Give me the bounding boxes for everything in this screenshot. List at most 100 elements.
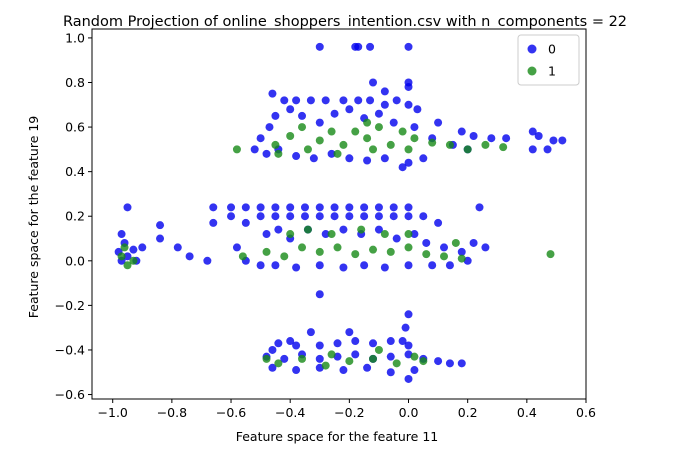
data-point — [434, 118, 443, 127]
data-point — [392, 96, 401, 105]
data-point — [392, 359, 401, 368]
x-tick-label: −0.8 — [157, 405, 187, 420]
data-point — [445, 140, 454, 149]
data-point — [292, 366, 301, 375]
data-point — [366, 42, 375, 51]
data-point — [546, 250, 555, 259]
data-point — [386, 247, 395, 256]
data-point — [363, 156, 372, 165]
data-point — [398, 337, 407, 346]
data-point — [271, 261, 280, 270]
data-point — [123, 252, 132, 261]
data-point — [380, 230, 389, 239]
data-point — [315, 136, 324, 145]
x-tick-label: −0.6 — [216, 405, 246, 420]
data-point — [392, 234, 401, 243]
data-point — [345, 203, 354, 212]
data-point — [351, 350, 360, 359]
data-point — [413, 105, 422, 114]
data-point — [404, 203, 413, 212]
data-point — [298, 243, 307, 252]
data-point — [227, 212, 236, 221]
data-point — [209, 218, 218, 227]
data-point — [268, 89, 277, 98]
data-point — [543, 145, 552, 154]
data-point — [457, 359, 466, 368]
data-point — [256, 134, 265, 143]
data-point — [401, 323, 410, 332]
data-point — [274, 339, 283, 348]
data-point — [330, 109, 339, 118]
data-point — [419, 357, 428, 366]
data-point — [475, 203, 484, 212]
data-point — [434, 218, 443, 227]
data-point — [386, 368, 395, 377]
data-point — [298, 354, 307, 363]
data-point — [351, 127, 360, 136]
data-point — [241, 218, 250, 227]
data-point — [469, 131, 478, 140]
data-point — [117, 230, 126, 239]
data-point — [419, 212, 428, 221]
y-tick-label: 0.6 — [65, 120, 85, 135]
data-point — [280, 354, 289, 363]
data-point — [380, 100, 389, 109]
data-point — [232, 145, 241, 154]
data-point — [445, 261, 454, 270]
data-point — [345, 328, 354, 337]
data-point — [303, 145, 312, 154]
data-point — [339, 263, 348, 272]
data-point — [262, 149, 271, 158]
data-point — [327, 230, 336, 239]
data-point — [481, 140, 490, 149]
data-point — [360, 212, 369, 221]
data-point — [292, 341, 301, 350]
data-point — [286, 212, 295, 221]
data-point — [315, 261, 324, 270]
data-point — [330, 203, 339, 212]
series-1 — [117, 118, 555, 370]
legend-label: 0 — [548, 42, 556, 57]
data-point — [549, 136, 558, 145]
data-point — [360, 261, 369, 270]
data-point — [366, 96, 375, 105]
data-point — [534, 131, 543, 140]
data-point — [123, 203, 132, 212]
data-point — [457, 127, 466, 136]
data-point — [298, 123, 307, 132]
y-tick-label: 0.8 — [65, 75, 85, 90]
series-0 — [114, 42, 567, 383]
data-point — [345, 105, 354, 114]
data-point — [300, 203, 309, 212]
data-point — [404, 341, 413, 350]
data-point — [451, 238, 460, 247]
data-point — [250, 145, 259, 154]
data-point — [404, 230, 413, 239]
data-point — [404, 145, 413, 154]
data-point — [129, 256, 138, 265]
data-point — [315, 354, 324, 363]
data-point — [292, 96, 301, 105]
legend-marker — [527, 44, 537, 54]
data-point — [292, 152, 301, 161]
data-point — [117, 252, 126, 261]
data-point — [374, 203, 383, 212]
data-point — [398, 163, 407, 172]
data-point — [374, 123, 383, 132]
x-tick-label: −0.2 — [334, 405, 364, 420]
data-point — [315, 42, 324, 51]
y-tick-label: −0.2 — [55, 298, 85, 313]
data-point — [369, 78, 378, 87]
data-point — [227, 203, 236, 212]
data-point — [422, 238, 431, 247]
data-point — [487, 134, 496, 143]
data-point — [300, 212, 309, 221]
data-point — [410, 134, 419, 143]
data-point — [354, 96, 363, 105]
data-point — [386, 140, 395, 149]
data-point — [410, 366, 419, 375]
data-point — [238, 252, 247, 261]
data-point — [369, 245, 378, 254]
data-point — [315, 247, 324, 256]
